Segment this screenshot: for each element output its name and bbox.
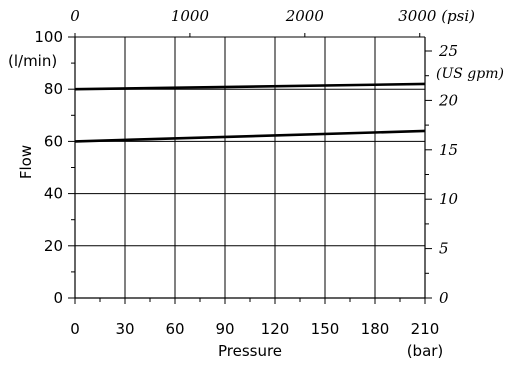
series-line — [74, 129, 426, 143]
y-tick-label: 80 — [44, 80, 63, 98]
gpm-tick-label: 20 — [438, 91, 459, 109]
x-tick-label: 120 — [261, 320, 290, 338]
x-tick-label: 30 — [115, 320, 134, 338]
psi-tick-label: 2000 — [285, 7, 325, 25]
gpm-tick-label: 15 — [439, 141, 458, 159]
series-layer — [74, 82, 426, 143]
x-tick-label: 0 — [70, 320, 80, 338]
gpm-tick-label: 25 — [438, 42, 458, 60]
y-axis-label: Flow — [17, 145, 35, 179]
y-tick-label: 60 — [44, 132, 63, 150]
x-tick-label: 210 — [411, 320, 440, 338]
y-axis-unit: (l/min) — [8, 52, 57, 70]
gpm-tick-label: 0 — [439, 289, 449, 307]
labels: Flow (l/min) Pressure (bar) (US gpm) — [8, 52, 504, 360]
grid — [75, 36, 426, 298]
gpm-tick-label: 10 — [439, 190, 459, 208]
x-tick-label: 90 — [215, 320, 234, 338]
x-tick-label: 60 — [165, 320, 184, 338]
psi-tick-label: 1000 — [171, 7, 210, 25]
secondary-y-unit: (US gpm) — [436, 66, 504, 82]
x-axis-unit: (bar) — [407, 342, 444, 360]
y-tick-label: 20 — [44, 237, 63, 255]
series-line — [74, 82, 426, 91]
x-axis-label: Pressure — [218, 342, 282, 360]
y-tick-label: 40 — [44, 185, 63, 203]
y-tick-label: 100 — [34, 28, 63, 46]
psi-tick-label: 0 — [70, 7, 80, 25]
gpm-tick-label: 5 — [439, 240, 449, 258]
x-tick-label: 180 — [361, 320, 390, 338]
y-tick-label: 0 — [53, 289, 63, 307]
x-tick-label: 150 — [311, 320, 340, 338]
psi-tick-label: 3000 (psi) — [398, 7, 475, 25]
axes — [74, 37, 426, 299]
